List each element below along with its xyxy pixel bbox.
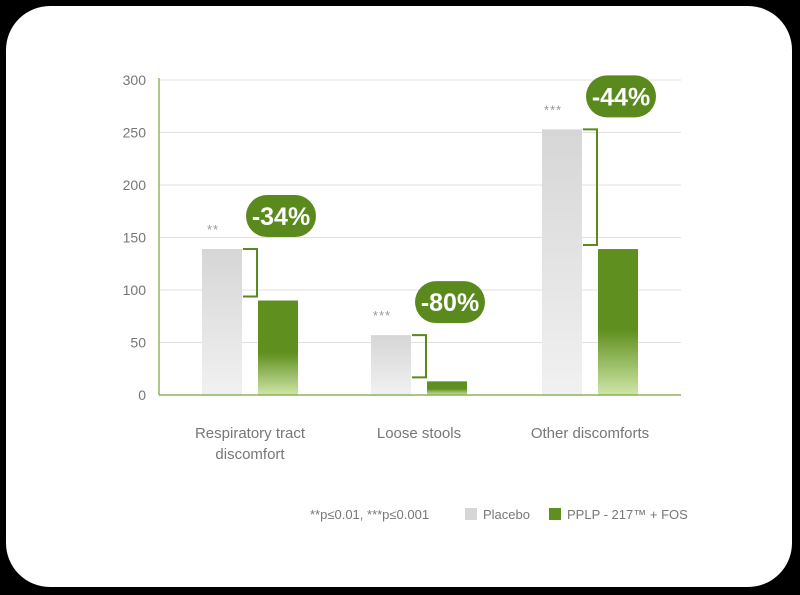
y-tick-label: 200 — [123, 177, 147, 193]
reduction-bracket — [583, 128, 598, 247]
legend-label-treatment: PPLP - 217™ + FOS — [567, 507, 688, 522]
chart-card: 0 50 100 150 200 250 300 ** -34% *** -80% *** -44% … — [6, 6, 792, 587]
reduction-badge — [246, 195, 316, 238]
bar-placebo — [542, 129, 582, 395]
reduction-bracket — [243, 248, 258, 298]
category-labels: Respiratory tract discomfort Loose stools O… — [195, 425, 649, 463]
reduction-bracket — [412, 334, 427, 379]
legend-label-placebo: Placebo — [483, 507, 530, 522]
bars — [202, 129, 638, 395]
y-tick-label: 250 — [123, 125, 147, 141]
category-label: Loose stools — [377, 425, 461, 442]
y-tick-label: 150 — [123, 230, 147, 246]
bar-treatment — [258, 300, 298, 395]
y-tick-label: 0 — [138, 387, 146, 403]
category-label: discomfort — [215, 446, 285, 463]
legend-swatch-placebo — [465, 508, 477, 520]
reduction-badge — [586, 75, 656, 118]
reduction-label: -44% — [592, 83, 650, 111]
reduction-label: -80% — [421, 289, 479, 317]
bar-treatment — [427, 381, 467, 395]
grid-lines — [159, 79, 681, 343]
category-label: Respiratory tract — [195, 425, 306, 442]
legend-swatch-treatment — [549, 508, 561, 520]
significance-marker: *** — [544, 102, 562, 117]
y-tick-label: 300 — [123, 72, 147, 88]
reduction-label: -34% — [252, 203, 310, 231]
y-tick-label: 50 — [130, 335, 146, 351]
significance-marker: ** — [207, 222, 219, 237]
legend-footnote: **p≤0.01, ***p≤0.001 — [310, 507, 429, 522]
legend: **p≤0.01, ***p≤0.001 Placebo PPLP - 217™… — [310, 507, 688, 522]
bar-placebo — [202, 249, 242, 395]
bar-placebo — [371, 335, 411, 395]
y-tick-label: 100 — [123, 282, 147, 298]
y-axis-ticks: 0 50 100 150 200 250 300 — [123, 72, 147, 403]
significance-marker: *** — [373, 308, 391, 323]
category-label: Other discomforts — [531, 425, 649, 442]
bar-treatment — [598, 249, 638, 395]
axes — [158, 78, 681, 396]
annotations: ** -34% *** -80% *** -44% — [207, 75, 656, 379]
reduction-badge — [415, 281, 485, 324]
